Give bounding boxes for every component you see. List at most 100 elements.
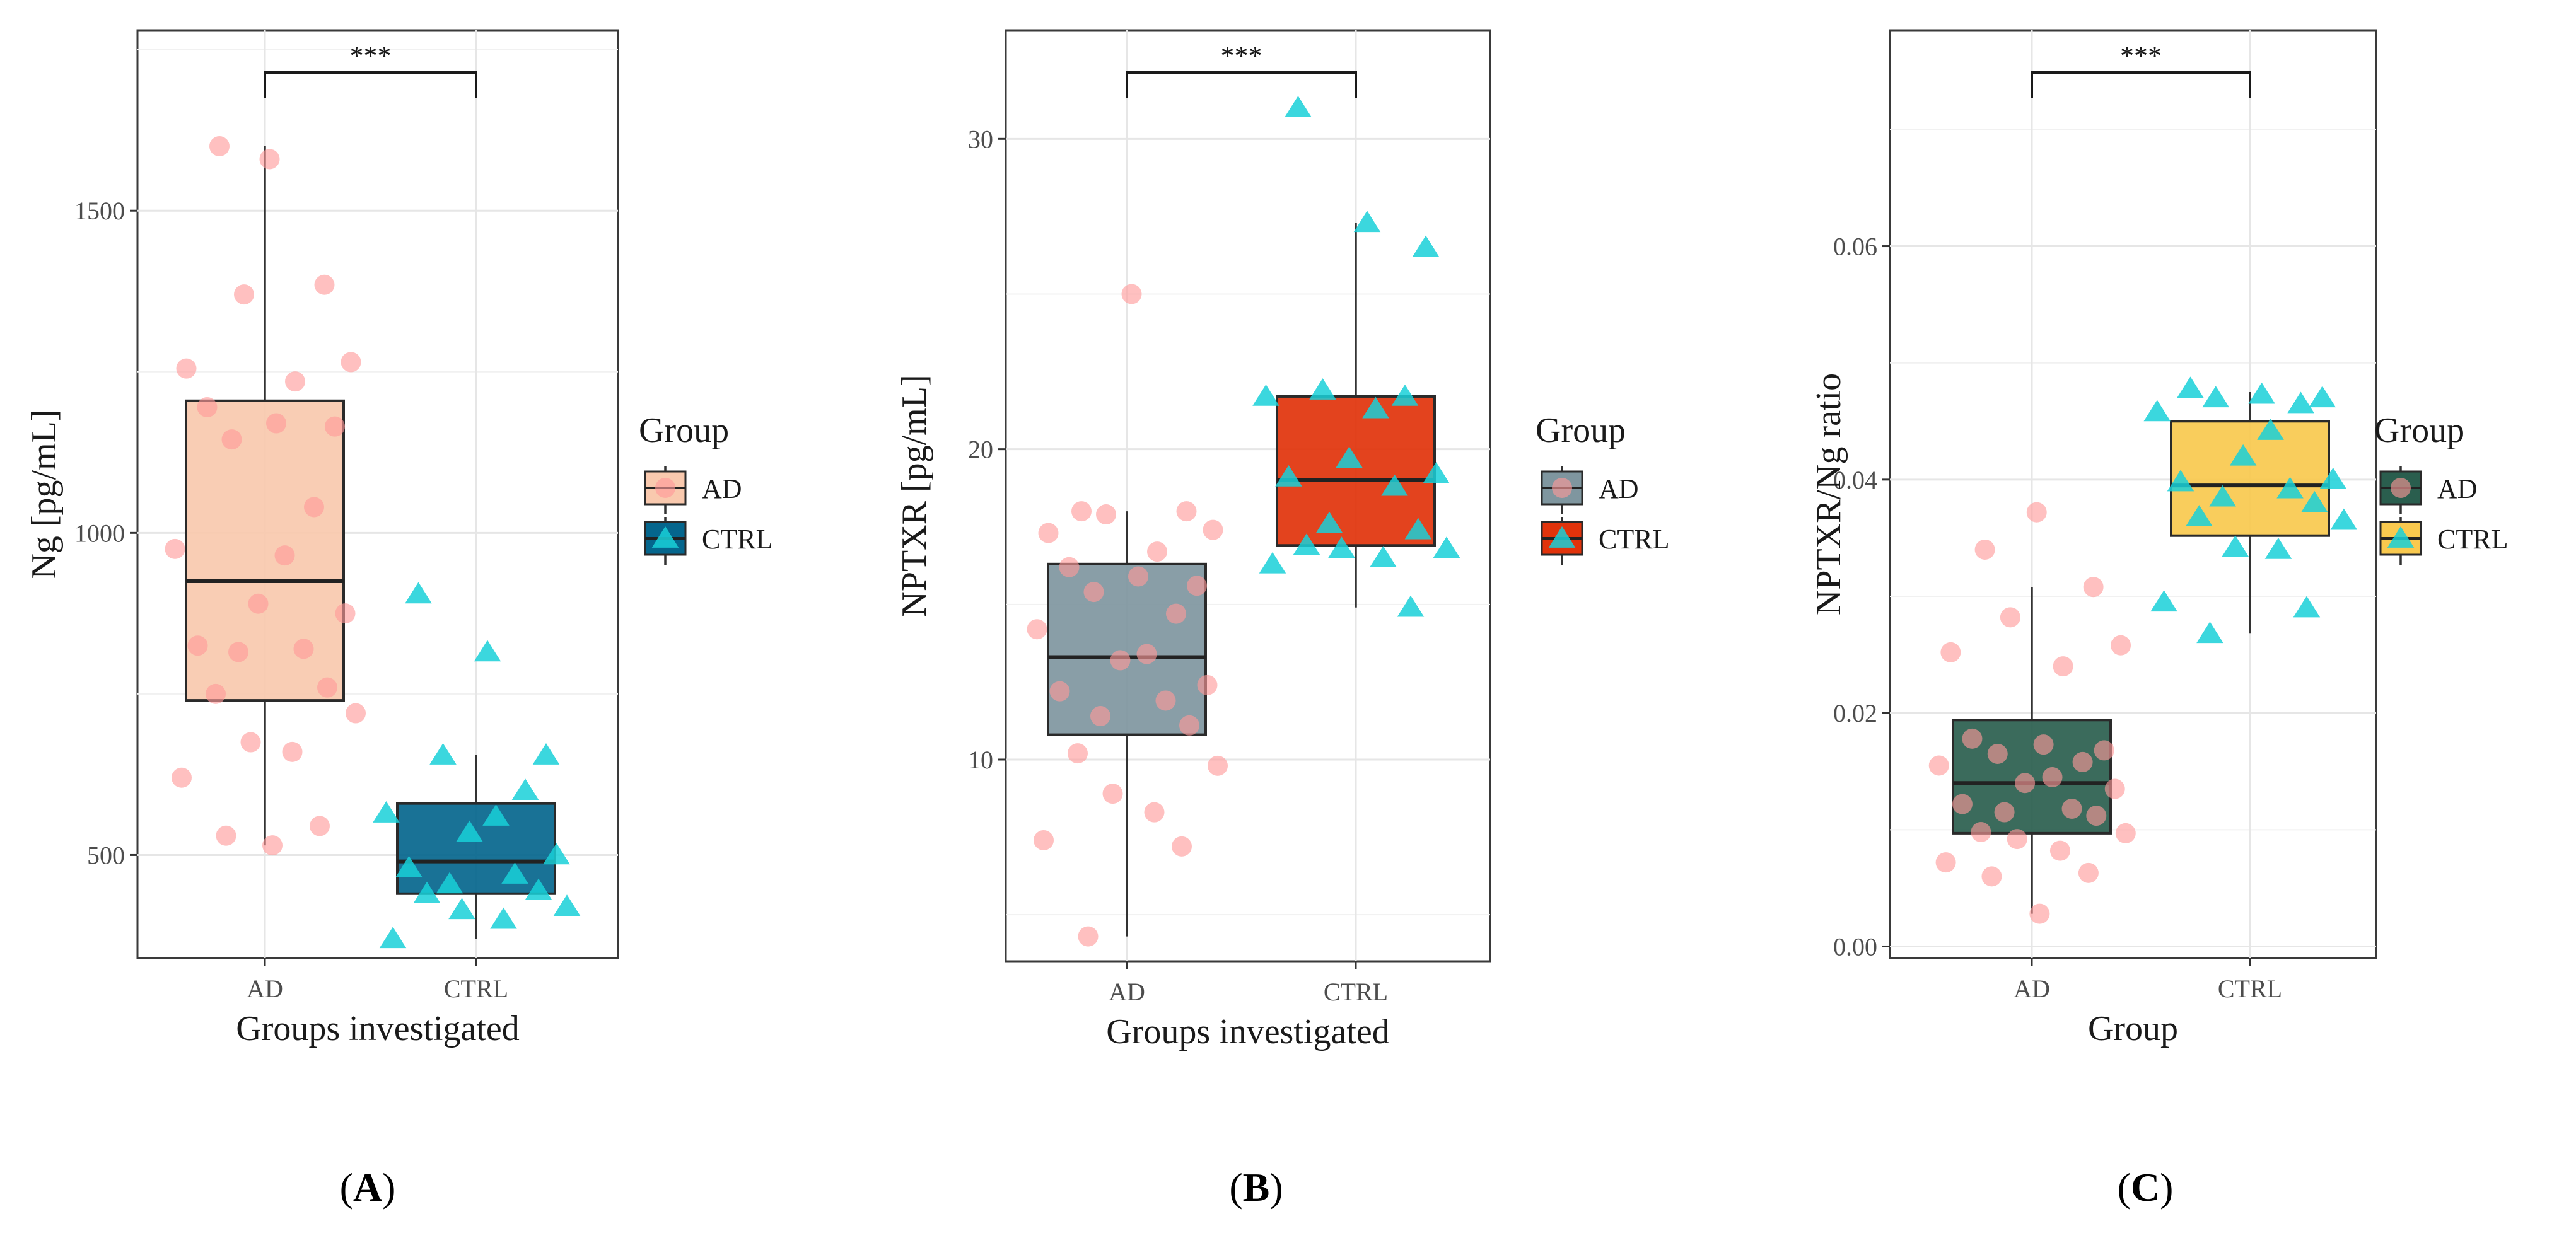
ctrl-data-point [413,881,441,903]
ctrl-data-point [1309,378,1336,400]
ctrl-box [1276,395,1436,547]
ad-data-point [2111,635,2131,656]
ad-data-point [206,683,226,704]
ad-data-point [1071,501,1092,522]
x-axis-label: Groups investigated [1106,1012,1389,1051]
ctrl-data-point [1362,396,1389,419]
ad-data-point [1068,743,1088,764]
y-tick-label: 0.04 [1833,466,1877,494]
ctrl-data-point [2319,467,2347,489]
panel-tag: (B) [1229,1165,1283,1210]
ad-data-point [1166,603,1186,624]
legend-key-point [2387,526,2415,548]
ctrl-data-point [490,907,517,929]
ctrl-data-point [2330,508,2358,530]
ctrl-data-point [501,862,528,884]
ad-data-point [317,677,337,698]
significance-label: *** [350,40,392,71]
ctrl-data-point [2167,470,2194,492]
panel-b: 10 20 30 AD CTRL *** Groups investigated NPTXR … [895,29,1669,1210]
ad-data-point [2053,656,2073,677]
legend-key-point [655,478,675,498]
significance-bracket [264,71,477,98]
x-tick-label: AD [2014,975,2050,1003]
ctrl-data-point [553,894,581,917]
ad-data-point [2072,751,2093,772]
panel-tag: (C) [2118,1165,2174,1210]
ad-data-point [262,835,283,856]
ctrl-data-point [1397,595,1425,617]
ad-data-point [274,545,295,566]
ctrl-data-point [2186,505,2213,526]
legend-label: CTRL [702,524,772,555]
ad-data-point [325,416,345,437]
ad-data-point [172,767,192,788]
legend-title: Group [639,411,729,450]
ctrl-data-point [474,640,501,662]
ctrl-data-point [2309,386,2336,408]
legend-label: AD [702,473,742,504]
ad-data-point [1090,706,1110,727]
ctrl-data-point [436,872,463,894]
ctrl-data-point [2301,490,2328,512]
ad-data-point [259,149,280,170]
ctrl-data-point [2287,391,2314,414]
ad-data-point [314,274,335,295]
ctrl-data-point [379,927,407,949]
y-tick-label: 0.02 [1833,699,1877,727]
ctrl-data-point [1433,536,1460,558]
ad-data-point [2104,778,2125,799]
ad-data-point [2033,734,2054,755]
ad-data-point [187,635,208,656]
legend-title: Group [1536,411,1626,450]
ctrl-data-point [2143,400,2171,422]
ad-data-point [176,358,197,379]
ctrl-data-point [543,843,570,865]
ad-data-point [335,603,356,624]
significance-bracket [1126,71,1357,98]
ad-data-point [1049,681,1070,702]
ad-data-point [341,352,361,373]
ad-data-point [285,371,305,392]
ctrl-data-point [525,878,552,900]
ctrl-data-point [2264,537,2292,559]
y-tick-label: 20 [968,436,993,464]
ad-data-point [216,825,236,846]
ctrl-data-point [1275,465,1302,487]
ad-data-point [197,397,218,417]
x-tick-label: AD [1109,978,1145,1006]
y-tick-label: 10 [968,746,993,774]
ad-data-point [2029,903,2050,924]
ad-data-point [240,732,261,753]
ad-data-point [221,429,242,450]
y-tick-label: 0.06 [1833,233,1877,261]
ad-data-point [2007,829,2027,850]
ad-box [1047,562,1207,736]
ctrl-data-point [2177,376,2204,398]
ad-data-point [1981,866,2002,887]
ad-data-point [2115,823,2136,843]
ad-data-point [1928,755,1949,776]
ad-data-point [1176,501,1197,522]
x-axis-label: Group [2088,1009,2178,1048]
y-axis-label: NPTXR [pg/mL] [895,374,934,616]
ad-data-point [310,816,330,836]
ad-data-point [2086,806,2107,826]
y-tick-label: 0.00 [1833,932,1877,961]
ctrl-data-point [1315,511,1343,533]
ctrl-data-point [1381,474,1408,496]
x-tick-label: CTRL [1324,978,1388,1006]
ad-data-point [248,593,269,614]
ad-data-point [2000,607,2020,628]
legend-label: AD [1599,473,1639,504]
ctrl-data-point [456,820,483,842]
ctrl-data-point [2150,590,2177,612]
ctrl-data-point [395,855,423,877]
ctrl-data-point [1353,211,1381,233]
ad-data-point [1208,755,1228,776]
legend-key-point [1548,526,1576,548]
ad-data-point [2049,840,2070,861]
ctrl-data-point [2209,485,2236,507]
y-tick-label: 1500 [74,197,125,225]
